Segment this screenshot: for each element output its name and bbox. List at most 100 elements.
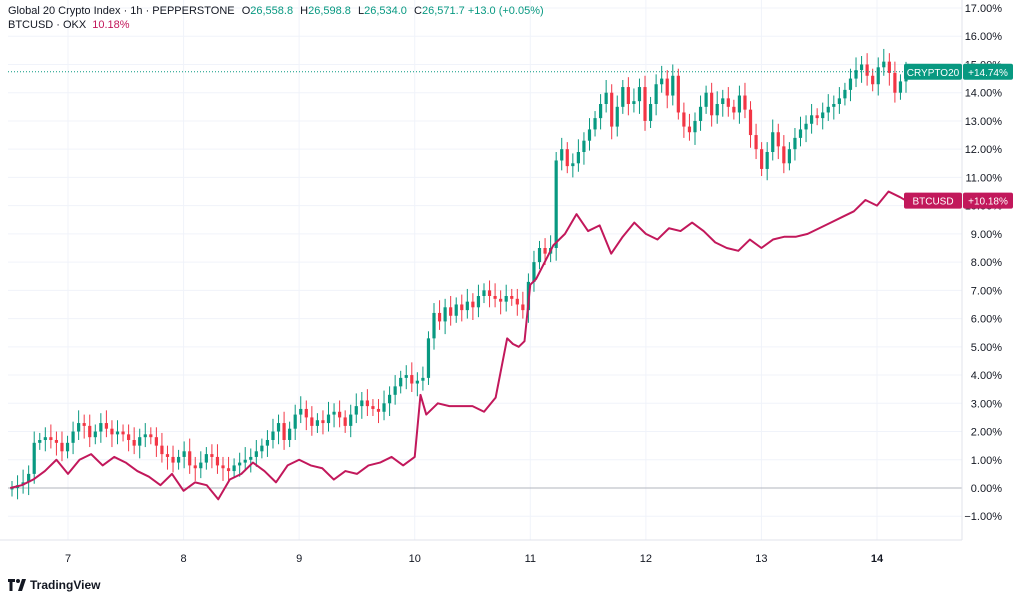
candle-body: [399, 377, 403, 387]
candle-body: [698, 106, 703, 121]
candle-body: [465, 301, 469, 311]
crypto20-badge-name-bg: [904, 63, 962, 80]
candle-body: [365, 400, 369, 407]
candle-body: [621, 87, 625, 107]
candle-body: [38, 440, 42, 443]
candle-body: [710, 92, 714, 116]
candle-body: [660, 78, 664, 85]
candle-body: [49, 437, 53, 440]
y-axis[interactable]: 17.00%16.00%15.00%14.00%13.00%12.00%11.0…: [961, 0, 1003, 540]
y-tick-label: 3.00%: [971, 398, 1002, 410]
x-axis[interactable]: 7 8 9 10 11 12 13 14: [0, 539, 962, 565]
candle-body: [82, 423, 86, 426]
candle-body: [582, 140, 586, 152]
y-tick-label: 12.00%: [965, 144, 1003, 156]
candle-body: [60, 442, 64, 452]
candle-body: [138, 437, 142, 446]
candle-body: [893, 72, 897, 93]
candle-body: [821, 112, 825, 119]
candle-body: [754, 135, 758, 150]
candle-body: [643, 87, 647, 121]
candle-body: [437, 312, 442, 322]
candle-body: [43, 437, 47, 440]
candle-body: [626, 87, 630, 104]
candle-body: [804, 123, 808, 130]
candle-body: [787, 149, 791, 164]
candle-body: [604, 92, 608, 104]
candle-body: [115, 431, 120, 435]
candle-body: [349, 414, 353, 426]
candle-body: [288, 428, 292, 440]
legend-crypto20-title: Global 20 Crypto Index · 1h · PEPPERSTON…: [8, 5, 235, 17]
btcusd-series-line: [9, 190, 907, 501]
candle-body: [210, 454, 214, 457]
candle-body: [882, 61, 886, 68]
x-tick-label: 9: [296, 553, 302, 565]
candle-body: [837, 98, 841, 104]
candle-body: [732, 106, 736, 113]
candle-body: [193, 465, 197, 469]
candle-body: [27, 473, 31, 483]
candle-body: [482, 290, 486, 296]
candle-body: [871, 75, 875, 85]
candle-body: [704, 92, 708, 107]
candle-body: [543, 248, 547, 254]
candle-body: [232, 465, 236, 472]
candle-body: [254, 451, 258, 457]
candle-body: [282, 423, 286, 440]
legend-crypto20[interactable]: Global 20 Crypto Index · 1h · PEPPERSTON…: [8, 5, 548, 17]
y-tick-label: 8.00%: [971, 257, 1002, 269]
candle-body: [887, 61, 891, 73]
y-tick-label: −1.00%: [964, 511, 1002, 523]
x-tick-label: 14: [871, 553, 884, 565]
candle-body: [499, 298, 503, 302]
candle-body: [537, 248, 542, 263]
candle-body: [315, 420, 320, 426]
legend-btcusd-value: 10.18%: [92, 19, 130, 31]
tradingview-logo[interactable]: TradingView: [8, 578, 100, 592]
candle-body: [332, 411, 336, 415]
candle-body: [127, 434, 131, 440]
x-tick-label: 13: [755, 553, 767, 565]
candle-body: [338, 411, 342, 418]
candle-body: [737, 95, 742, 113]
candle-body: [99, 423, 103, 432]
candle-body: [249, 456, 253, 460]
candle-body: [415, 380, 419, 384]
candle-body: [10, 488, 14, 490]
candle-body: [771, 132, 775, 152]
candle-body: [104, 423, 108, 429]
candle-body: [632, 101, 636, 104]
btcusd-line: [9, 190, 907, 501]
candle-body: [471, 301, 475, 308]
candle-body: [276, 423, 281, 432]
candle-body: [243, 459, 247, 463]
candle-body: [843, 89, 847, 99]
legend-btcusd[interactable]: BTCUSD · OKX 10.18%: [8, 19, 130, 31]
candle-body: [171, 456, 175, 463]
candle-body: [182, 451, 186, 457]
candle-body: [121, 431, 125, 435]
candle-body: [815, 115, 819, 119]
legend-high-label: H: [300, 5, 309, 17]
candle-body: [798, 129, 803, 138]
candle-body: [865, 64, 869, 76]
candle-body: [160, 445, 164, 455]
legend-low-label: L: [357, 5, 365, 17]
candle-body: [487, 290, 492, 296]
candle-body: [687, 126, 692, 133]
candle-body: [132, 440, 136, 446]
candle-body: [71, 431, 75, 443]
candle-body: [776, 132, 780, 147]
y-tick-label: 6.00%: [971, 314, 1002, 326]
tradingview-logo-text: TradingView: [30, 578, 101, 592]
candle-body: [571, 163, 575, 167]
y-tick-label: 11.00%: [966, 172, 1003, 184]
candle-body: [360, 400, 364, 407]
y-tick-label: 4.00%: [971, 370, 1002, 382]
crypto20-badge-value-bg: [963, 63, 1013, 80]
candle-body: [587, 129, 592, 141]
candle-body: [32, 442, 36, 474]
candle-body: [165, 454, 170, 457]
